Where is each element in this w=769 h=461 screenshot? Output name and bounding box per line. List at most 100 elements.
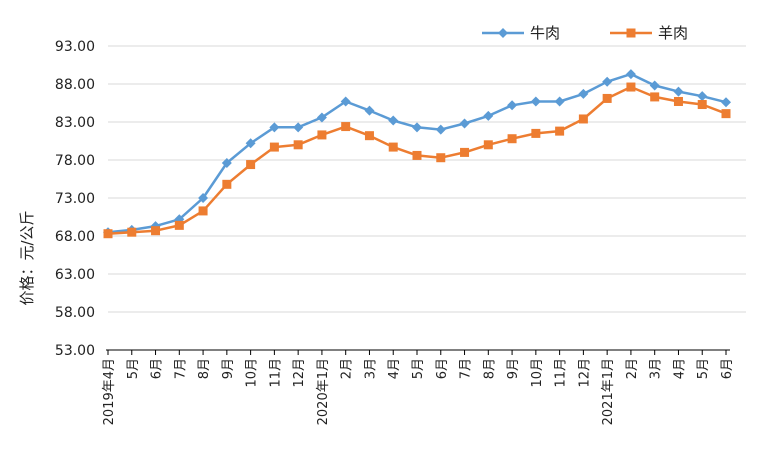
legend: 牛肉 羊肉	[482, 24, 688, 42]
x-tick-label: 5月	[411, 358, 426, 379]
data-point	[127, 227, 137, 237]
legend-marker	[626, 28, 636, 38]
data-point	[436, 153, 446, 163]
x-tick-label: 11月	[268, 358, 283, 388]
data-point	[602, 76, 613, 87]
data-point	[293, 122, 304, 133]
data-point	[198, 193, 209, 203]
x-tick-label: 9月	[506, 358, 521, 379]
x-tick-label: 12月	[292, 358, 307, 388]
data-point	[435, 124, 446, 135]
data-point	[697, 91, 708, 102]
x-tick-label: 4月	[387, 358, 402, 379]
data-point	[697, 100, 707, 110]
data-point	[578, 114, 588, 124]
data-point	[388, 142, 398, 152]
data-point	[483, 110, 494, 121]
data-point	[364, 131, 374, 141]
data-point	[269, 122, 280, 133]
legend-item: 羊肉	[610, 24, 688, 42]
legend-label: 羊肉	[658, 24, 688, 42]
y-tick-label: 83.00	[55, 115, 95, 131]
x-tick-label: 5月	[126, 358, 141, 379]
legend-marker	[498, 28, 508, 38]
data-point	[650, 92, 660, 102]
x-tick-label: 2月	[625, 358, 640, 379]
data-point	[625, 69, 636, 80]
x-tick-label: 6月	[435, 358, 450, 379]
x-tick-label: 6月	[720, 358, 735, 379]
x-axis	[106, 349, 730, 355]
x-tick-label: 12月	[577, 358, 592, 388]
data-point	[221, 158, 232, 169]
x-tick-label: 2020年1月	[316, 358, 331, 425]
x-tick-label: 9月	[221, 358, 236, 379]
y-tick-label: 53.00	[55, 343, 95, 359]
x-axis-ticks: 2019年4月 5月 6月 7月 8月 9月 10月 11月 12月 2020年1月 2月 3月 4月 5…	[102, 358, 735, 425]
data-point	[721, 109, 731, 119]
data-point	[269, 142, 279, 152]
x-tick-label: 10月	[245, 358, 260, 388]
y-tick-label: 58.00	[55, 305, 95, 321]
x-tick-label: 11月	[554, 358, 569, 388]
legend-label: 牛肉	[530, 24, 560, 42]
data-point	[151, 226, 161, 236]
data-point	[317, 130, 327, 140]
data-point	[103, 229, 113, 239]
x-tick-label: 3月	[363, 358, 378, 379]
data-point	[578, 88, 589, 99]
data-point	[673, 96, 683, 106]
data-point	[388, 115, 399, 126]
data-point	[340, 96, 351, 107]
y-tick-label: 93.00	[55, 39, 95, 55]
data-point	[245, 138, 256, 149]
series-layer	[103, 69, 731, 239]
data-point	[341, 122, 351, 132]
x-tick-label: 7月	[173, 358, 188, 379]
data-point	[530, 96, 541, 107]
data-point	[555, 126, 565, 136]
x-tick-label: 2019年4月	[102, 358, 117, 425]
data-point	[412, 122, 422, 133]
y-tick-label: 63.00	[55, 267, 95, 283]
y-tick-label: 68.00	[55, 229, 95, 245]
x-tick-label: 3月	[649, 358, 664, 379]
y-tick-label: 73.00	[55, 191, 95, 207]
data-point	[649, 80, 660, 91]
data-point	[174, 220, 184, 230]
series-2	[103, 82, 731, 239]
data-point	[222, 179, 232, 189]
x-tick-label: 10月	[530, 358, 545, 388]
data-point	[721, 97, 731, 108]
legend-item: 牛肉	[482, 24, 560, 42]
data-point	[459, 118, 470, 129]
data-point	[198, 206, 208, 216]
x-tick-label: 2021年1月	[601, 358, 616, 425]
data-point	[460, 147, 470, 157]
y-tick-label: 88.00	[55, 77, 95, 93]
data-point	[246, 160, 256, 170]
x-tick-label: 6月	[150, 358, 165, 379]
data-point	[602, 93, 612, 103]
data-point	[554, 96, 565, 107]
data-point	[412, 150, 422, 160]
x-tick-label: 7月	[459, 358, 474, 379]
data-point	[626, 82, 636, 92]
data-point	[673, 86, 684, 97]
data-point	[293, 140, 303, 150]
y-axis-ticks: 53.00 58.00 63.00 68.00 73.00 78.00 83.00 88.00…	[55, 39, 95, 359]
y-axis-label: 价格：元/公斤	[18, 210, 36, 305]
x-tick-label: 2月	[340, 358, 355, 379]
x-tick-label: 8月	[197, 358, 212, 379]
data-point	[507, 100, 518, 111]
data-point	[531, 128, 541, 138]
data-point	[483, 140, 493, 150]
x-tick-label: 8月	[482, 358, 497, 379]
data-point	[507, 134, 517, 144]
x-tick-label: 4月	[672, 358, 687, 379]
x-tick-label: 5月	[696, 358, 711, 379]
data-point	[364, 105, 375, 116]
data-point	[316, 112, 327, 123]
y-tick-label: 78.00	[55, 153, 95, 169]
